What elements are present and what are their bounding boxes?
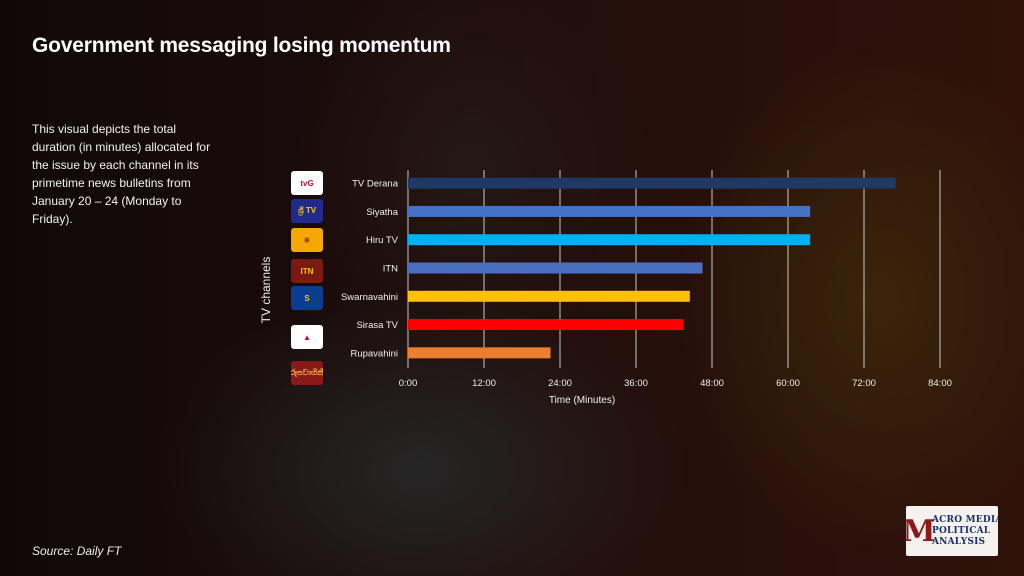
channel-logo-3: ITN (291, 259, 323, 283)
x-tick-label-0: 0:00 (399, 378, 418, 389)
x-tick-label-6: 72:00 (852, 378, 876, 389)
x-tick-label-1: 12:00 (472, 378, 496, 389)
badge-line-2: POLITICAL (932, 525, 991, 536)
channel-logo-1: ශ්‍රී TV (291, 199, 323, 223)
channel-logo-2: ☀ (291, 228, 323, 252)
bar-6 (408, 347, 551, 359)
badge-line-3: ANALYSIS (932, 536, 986, 547)
x-axis-label: Time (Minutes) (549, 395, 615, 406)
category-label-3: ITN (383, 264, 398, 275)
category-label-4: Swarnavahini (341, 292, 398, 303)
channel-logo-0: tvG (291, 171, 323, 195)
badge-line-1: ACRO MEDIA (932, 514, 998, 525)
x-tick-label-4: 48:00 (700, 378, 724, 389)
bar-4 (408, 290, 690, 302)
channel-logo-5: ▲ (291, 325, 323, 349)
category-label-1: Siyatha (366, 207, 398, 218)
x-tick-label-2: 24:00 (548, 378, 572, 389)
bar-3 (408, 262, 703, 274)
bar-5 (408, 319, 684, 331)
category-label-5: Sirasa TV (356, 320, 398, 331)
channel-logo-6: රූපවාහිනී (291, 361, 323, 385)
acro-media-badge: M ACRO MEDIA POLITICAL ANALYSIS (906, 506, 998, 556)
category-label-6: Rupavahini (350, 348, 398, 359)
x-tick-label-5: 60:00 (776, 378, 800, 389)
badge-logo-letter: M (906, 513, 936, 549)
page-title: Government messaging losing momentum (32, 34, 451, 57)
x-tick-label-3: 36:00 (624, 378, 648, 389)
bar-0 (408, 177, 896, 189)
category-label-0: TV Derana (352, 179, 399, 190)
bar-2 (408, 234, 811, 246)
channel-logo-4: S (291, 286, 323, 310)
source-note: Source: Daily FT (32, 544, 122, 558)
category-label-2: Hiru TV (366, 235, 399, 246)
bar-1 (408, 205, 811, 217)
chart-description: This visual depicts the total duration (… (32, 122, 211, 226)
x-tick-label-7: 84:00 (928, 378, 952, 389)
